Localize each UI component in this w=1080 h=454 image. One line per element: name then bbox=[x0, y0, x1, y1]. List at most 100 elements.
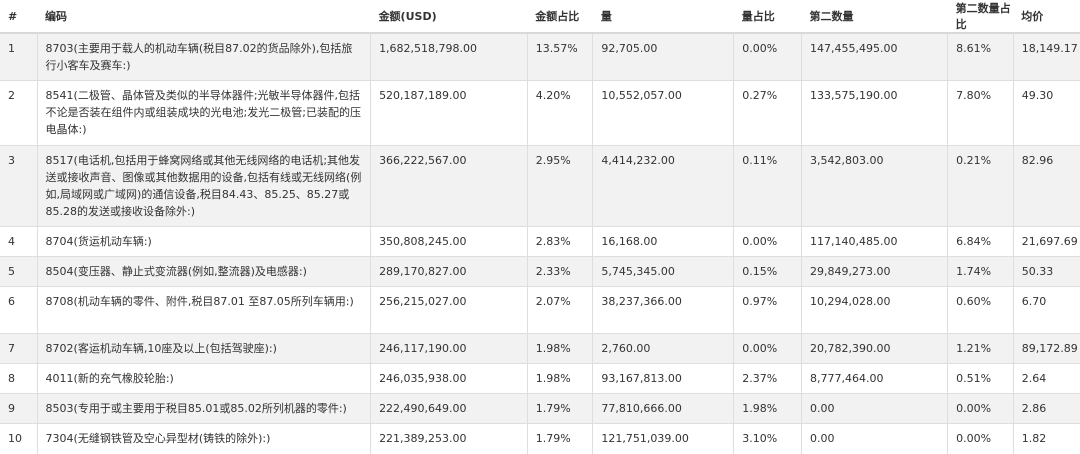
table-row: 8 4011(新的充气橡胶轮胎:) 246,035,938.00 1.98% 93,16… bbox=[0, 363, 1080, 394]
cell-quantity: 5,745,345.00 bbox=[592, 256, 734, 287]
cell-amount-usd: 246,117,190.00 bbox=[370, 333, 528, 364]
column-header-second-quantity-share[interactable]: 第二数量占比 bbox=[947, 0, 1014, 34]
cell-index: 10 bbox=[0, 423, 38, 454]
column-header-index[interactable]: # bbox=[0, 0, 38, 34]
cell-index: 4 bbox=[0, 226, 38, 257]
table-body: 1 8703(主要用于载人的机动车辆(税目87.02的货品除外),包括旅行小客车及… bbox=[0, 32, 1080, 454]
cell-amount-share: 2.83% bbox=[526, 226, 593, 257]
column-header-second-quantity[interactable]: 第二数量 bbox=[801, 0, 948, 34]
cell-quantity: 121,751,039.00 bbox=[592, 423, 734, 454]
cell-amount-share: 1.98% bbox=[526, 363, 593, 394]
cell-amount-usd: 350,808,245.00 bbox=[370, 226, 528, 257]
cell-avg-price: 21,697.69 bbox=[1012, 226, 1080, 257]
cell-quantity: 2,760.00 bbox=[592, 333, 734, 364]
cell-second-quantity: 10,294,028.00 bbox=[800, 286, 948, 334]
header-row: # 编码 金额(USD) 金额占比量量占比 第二数量 第二数量占比 均价 bbox=[0, 0, 1080, 34]
table-row: 1 8703(主要用于载人的机动车辆(税目87.02的货品除外),包括旅行小客车及… bbox=[0, 32, 1080, 81]
cell-second-quantity: 20,782,390.00 bbox=[800, 333, 948, 364]
cell-quantity-share: 0.00% bbox=[733, 32, 802, 81]
cell-avg-price: 1.82 bbox=[1012, 423, 1080, 454]
cell-second-quantity-share: 0.00% bbox=[947, 423, 1014, 454]
table-row: 10 7304(无缝钢铁管及空心异型材(铸铁的除外):) 221,389,253.0… bbox=[0, 423, 1080, 454]
cell-index: 2 bbox=[0, 80, 38, 146]
cell-amount-share: 2.07% bbox=[526, 286, 593, 334]
cell-quantity-share: 0.00% bbox=[733, 333, 802, 364]
cell-quantity: 10,552,057.00 bbox=[592, 80, 734, 146]
cell-index: 7 bbox=[0, 333, 38, 364]
cell-second-quantity-share: 7.80% bbox=[947, 80, 1014, 146]
cell-amount-share: 2.95% bbox=[526, 145, 593, 227]
column-header-code[interactable]: 编码 bbox=[37, 0, 371, 34]
cell-avg-price: 2.86 bbox=[1012, 393, 1080, 424]
cell-second-quantity-share: 0.60% bbox=[947, 286, 1014, 334]
cell-code: 8703(主要用于载人的机动车辆(税目87.02的货品除外),包括旅行小客车及赛… bbox=[36, 32, 371, 81]
cell-amount-usd: 1,682,518,798.00 bbox=[370, 32, 528, 81]
cell-code: 8702(客运机动车辆,10座及以上(包括驾驶座):) bbox=[36, 333, 371, 364]
cell-code: 8704(货运机动车辆:) bbox=[36, 226, 371, 257]
column-header-quantity[interactable]: 量 bbox=[592, 0, 734, 34]
cell-second-quantity: 133,575,190.00 bbox=[800, 80, 948, 146]
cell-code: 7304(无缝钢铁管及空心异型材(铸铁的除外):) bbox=[36, 423, 371, 454]
cell-second-quantity: 0.00 bbox=[800, 393, 948, 424]
cell-second-quantity: 0.00 bbox=[800, 423, 948, 454]
cell-amount-share: 1.79% bbox=[526, 423, 593, 454]
cell-second-quantity-share: 1.21% bbox=[947, 333, 1014, 364]
cell-code: 8708(机动车辆的零件、附件,税目87.01 至87.05所列车辆用:) bbox=[36, 286, 371, 334]
cell-index: 8 bbox=[0, 363, 38, 394]
column-header-quantity-share[interactable]: 量占比 bbox=[733, 0, 802, 34]
cell-avg-price: 49.30 bbox=[1012, 80, 1080, 146]
table-row: 5 8504(变压器、静止式变流器(例如,整流器)及电感器:) 289,170,82… bbox=[0, 256, 1080, 287]
cell-index: 3 bbox=[0, 145, 38, 227]
cell-quantity-share: 3.10% bbox=[733, 423, 802, 454]
cell-amount-usd: 366,222,567.00 bbox=[370, 145, 528, 227]
cell-quantity-share: 0.11% bbox=[733, 145, 802, 227]
cell-quantity-share: 2.37% bbox=[733, 363, 802, 394]
cell-amount-usd: 520,187,189.00 bbox=[370, 80, 528, 146]
cell-second-quantity-share: 8.61% bbox=[947, 32, 1014, 81]
cell-second-quantity: 8,777,464.00 bbox=[800, 363, 948, 394]
cell-amount-usd: 256,215,027.00 bbox=[370, 286, 528, 334]
cell-amount-share: 1.98% bbox=[526, 333, 593, 364]
cell-index: 6 bbox=[0, 286, 38, 334]
cell-avg-price: 89,172.89 bbox=[1012, 333, 1080, 364]
cell-index: 9 bbox=[0, 393, 38, 424]
cell-second-quantity: 29,849,273.00 bbox=[800, 256, 948, 287]
column-header-amount-usd[interactable]: 金额(USD) bbox=[370, 0, 528, 34]
cell-amount-share: 4.20% bbox=[526, 80, 593, 146]
cell-quantity: 38,237,366.00 bbox=[592, 286, 734, 334]
cell-amount-share: 1.79% bbox=[526, 393, 593, 424]
table-row: 2 8541(二极管、晶体管及类似的半导体器件;光敏半导体器件,包括不论是否装在组… bbox=[0, 80, 1080, 146]
cell-quantity-share: 0.97% bbox=[733, 286, 802, 334]
cell-quantity-share: 0.00% bbox=[733, 226, 802, 257]
cell-amount-usd: 289,170,827.00 bbox=[370, 256, 528, 287]
cell-amount-usd: 222,490,649.00 bbox=[370, 393, 528, 424]
cell-index: 5 bbox=[0, 256, 38, 287]
table-row: 6 8708(机动车辆的零件、附件,税目87.01 至87.05所列车辆用:) 25… bbox=[0, 286, 1080, 334]
cell-avg-price: 2.64 bbox=[1012, 363, 1080, 394]
cell-code: 8504(变压器、静止式变流器(例如,整流器)及电感器:) bbox=[36, 256, 371, 287]
table-row: 7 8702(客运机动车辆,10座及以上(包括驾驶座):) 246,117,190.… bbox=[0, 333, 1080, 364]
cell-quantity-share: 0.27% bbox=[733, 80, 802, 146]
cell-index: 1 bbox=[0, 32, 38, 81]
cell-avg-price: 6.70 bbox=[1012, 286, 1080, 334]
cell-second-quantity: 147,455,495.00 bbox=[800, 32, 948, 81]
cell-second-quantity: 3,542,803.00 bbox=[800, 145, 948, 227]
cell-quantity-share: 0.15% bbox=[733, 256, 802, 287]
cell-second-quantity-share: 1.74% bbox=[947, 256, 1014, 287]
cell-quantity: 92,705.00 bbox=[592, 32, 734, 81]
cell-quantity-share: 1.98% bbox=[733, 393, 802, 424]
cell-second-quantity: 117,140,485.00 bbox=[800, 226, 948, 257]
cell-code: 8503(专用于或主要用于税目85.01或85.02所列机器的零件:) bbox=[36, 393, 371, 424]
table-row: 4 8704(货运机动车辆:) 350,808,245.00 2.83% 16,168.… bbox=[0, 226, 1080, 257]
cell-quantity: 16,168.00 bbox=[592, 226, 734, 257]
cell-second-quantity-share: 0.00% bbox=[947, 393, 1014, 424]
table-row: 9 8503(专用于或主要用于税目85.01或85.02所列机器的零件:) 222,… bbox=[0, 393, 1080, 424]
cell-avg-price: 18,149.17 bbox=[1012, 32, 1080, 81]
cell-avg-price: 82.96 bbox=[1012, 145, 1080, 227]
cell-second-quantity-share: 6.84% bbox=[947, 226, 1014, 257]
cell-quantity: 93,167,813.00 bbox=[592, 363, 734, 394]
cell-quantity: 4,414,232.00 bbox=[592, 145, 734, 227]
cell-amount-usd: 246,035,938.00 bbox=[370, 363, 528, 394]
column-header-amount-share[interactable]: 金额占比 bbox=[527, 0, 593, 34]
column-header-avg-price[interactable]: 均价 bbox=[1013, 0, 1080, 34]
